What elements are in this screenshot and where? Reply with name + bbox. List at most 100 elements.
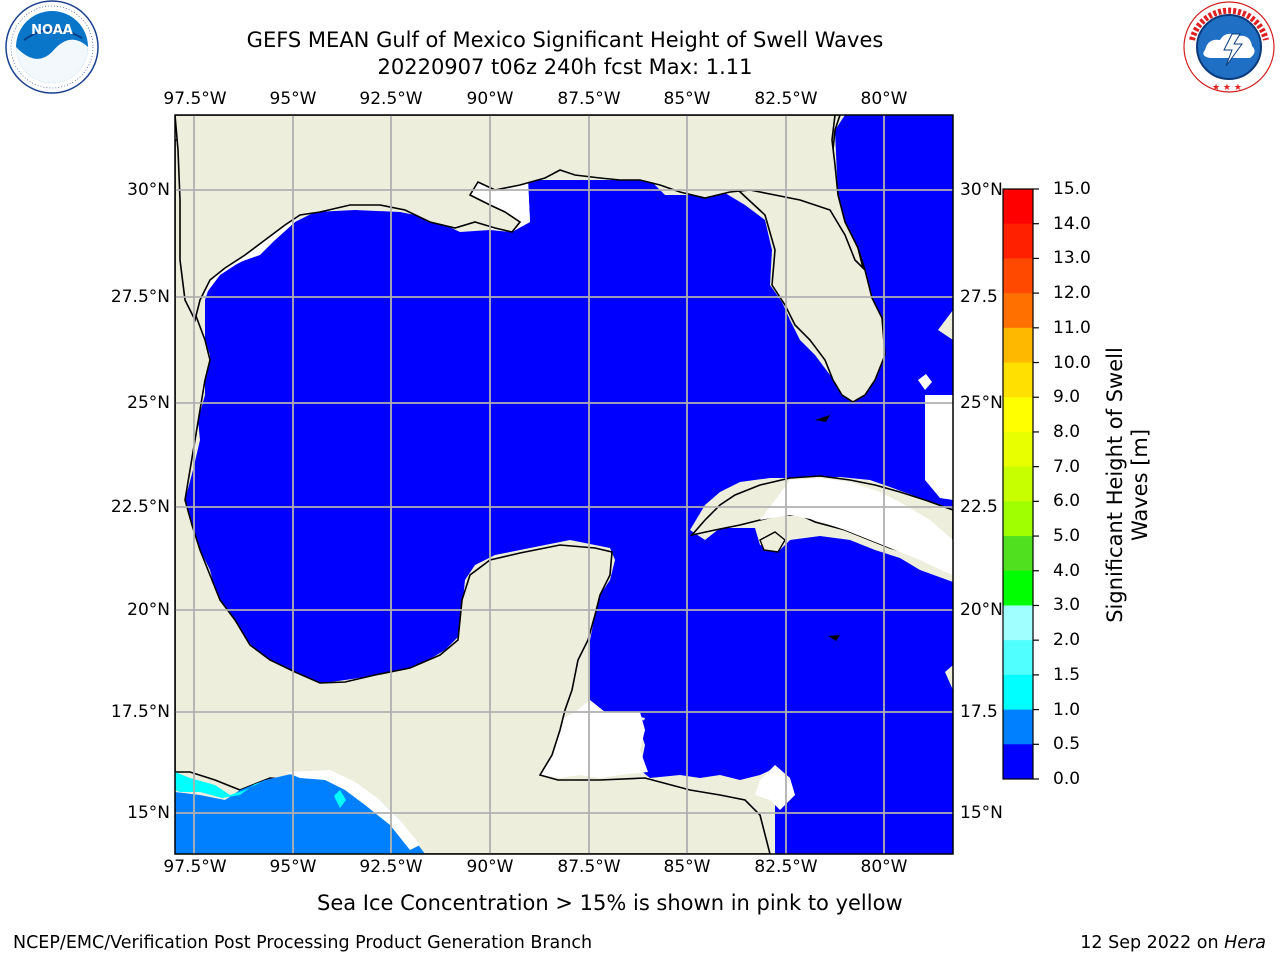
pacific-coast-white: [285, 770, 420, 850]
colorbar-label: Significant Height of Swell Waves [m]: [1103, 347, 1153, 623]
lat-label-left: 15°N: [127, 803, 170, 823]
lat-label-right: 27.5: [960, 287, 998, 307]
lat-label-right: 15°N: [960, 803, 1003, 823]
lon-label-bottom: 97.5°W: [163, 857, 227, 877]
lon-label-top: 82.5°W: [754, 89, 818, 109]
lon-label-top: 97.5°W: [163, 89, 227, 109]
colorbar-tick-label: 4.0: [1053, 560, 1081, 581]
footer-date-text: 12 Sep 2022 on: [1080, 933, 1225, 953]
lat-label-right: 30°N: [960, 180, 1003, 200]
colorbar-segment: [1003, 466, 1033, 502]
lon-label-bottom: 92.5°W: [359, 857, 423, 877]
colorbar-tick-label: 7.0: [1053, 456, 1081, 477]
colorbar-segment: [1003, 189, 1033, 225]
map-area: [175, 115, 953, 854]
lon-label-bottom: 90°W: [466, 857, 514, 877]
colorbar-segment: [1003, 501, 1033, 537]
colorbar-tick-label: 14.0: [1053, 213, 1091, 234]
colorbar-tick-label: 9.0: [1053, 387, 1081, 408]
lon-label-top: 90°W: [466, 89, 514, 109]
bahamas-island: [918, 374, 932, 390]
map-frame: [174, 114, 954, 855]
colorbar-label-line1: Significant Height of Swell: [1103, 347, 1127, 623]
lon-label-bottom: 82.5°W: [754, 857, 818, 877]
lat-label-left: 22.5°N: [110, 497, 170, 517]
caribbean-ocean: [640, 720, 675, 748]
colorbar-tick-label: 1.0: [1053, 699, 1081, 720]
colorbar-tick-label: 0.5: [1053, 734, 1081, 755]
gridlines: [175, 115, 953, 854]
lat-label-right: 25°N: [960, 393, 1003, 413]
lat-label-right: 22.5: [960, 497, 998, 517]
colorbar-segment: [1003, 293, 1033, 329]
us-gulf-coast-land: [175, 115, 865, 323]
colorbar-tick-label: 13.0: [1053, 248, 1091, 269]
nws-stars: ★ ★ ★: [1212, 83, 1242, 93]
colorbar-segment: [1003, 536, 1033, 572]
lon-label-bottom: 95°W: [269, 857, 317, 877]
chart-title: GEFS MEAN Gulf of Mexico Significant Hei…: [246, 28, 884, 52]
lon-label-top: 92.5°W: [359, 89, 423, 109]
chart-subtitle: 20220907 t06z 240h fcst Max: 1.11: [377, 55, 753, 79]
colorbar-label-line2: Waves [m]: [1128, 428, 1152, 542]
colorbar-segment: [1003, 431, 1033, 468]
colorbar-frame: [1002, 188, 1034, 780]
colorbar-tick-label: 10.0: [1053, 352, 1091, 373]
colorbar-segment: [1003, 605, 1033, 641]
footer-branch: NCEP/EMC/Verification Post Processing Pr…: [13, 933, 593, 953]
colorbar-tick-label: 1.5: [1053, 664, 1081, 685]
noaa-logo: NOAA: [5, 0, 99, 94]
nodata-tex: [195, 215, 300, 295]
colorbar-segment: [1003, 327, 1033, 364]
nodata-honduras: [755, 765, 795, 810]
sea-ice-note: Sea Ice Concentration > 15% is shown in …: [317, 891, 903, 915]
nodata-bahamas: [925, 395, 953, 500]
lon-label-bottom: 80°W: [860, 857, 908, 877]
colorbar-segment: [1003, 362, 1033, 398]
colorbar-segment: [1003, 397, 1033, 433]
lat-label-left: 17.5°N: [110, 702, 170, 722]
cayman-island: [828, 635, 840, 641]
gulf-ocean: [185, 115, 953, 854]
isla-juventud: [759, 531, 786, 553]
colorbar-tick-label: 0.0: [1053, 769, 1081, 789]
colorbar-segment: [1003, 640, 1033, 676]
colorbar-tick-label: 3.0: [1053, 595, 1081, 616]
noaa-logo-text: NOAA: [31, 23, 73, 38]
colorbar-tick-label: 5.0: [1053, 526, 1081, 547]
pacific-swell-1-0-b: [334, 790, 346, 808]
footer-date: 12 Sep 2022 on Hera: [1080, 933, 1266, 953]
lat-label-left: 27.5°N: [110, 287, 170, 307]
colorbar-tick-label: 6.0: [1053, 491, 1081, 512]
colorbar-tick-label: 8.0: [1053, 421, 1081, 442]
colorbar-segment: [1003, 258, 1033, 294]
nws-logo: ★ ★ ★: [1183, 1, 1275, 93]
lat-label-left: 25°N: [127, 393, 170, 413]
keys-island: [815, 415, 830, 422]
nodata-cuba-south: [760, 478, 953, 575]
lat-label-right: 17.5: [960, 702, 998, 722]
colorbar-tick-label: 12.0: [1053, 283, 1091, 304]
lat-label-right: 20°N: [960, 600, 1003, 620]
colorbar-segment: [1003, 674, 1033, 711]
footer-host: Hera: [1224, 933, 1266, 953]
colorbar-segment: [1003, 744, 1033, 780]
pacific-swell-1-0: [175, 772, 270, 798]
colorbar-segment: [1003, 570, 1033, 606]
lon-label-bottom: 85°W: [663, 857, 711, 877]
colorbar-tick-label: 2.0: [1053, 630, 1081, 651]
colorbar-tick-label: 11.0: [1053, 317, 1091, 338]
lon-label-top: 87.5°W: [557, 89, 621, 109]
lon-label-bottom: 87.5°W: [557, 857, 621, 877]
colorbar: [1003, 189, 1033, 780]
lon-label-top: 85°W: [663, 89, 711, 109]
lat-label-left: 30°N: [127, 180, 170, 200]
nodata-yucatan-east: [540, 700, 648, 778]
colorbar-segment: [1003, 709, 1033, 745]
colorbar-tick-label: 15.0: [1053, 179, 1091, 199]
lon-label-top: 80°W: [860, 89, 908, 109]
colorbar-ticks: [1033, 188, 1039, 780]
lon-label-top: 95°W: [269, 89, 317, 109]
lat-label-left: 20°N: [127, 600, 170, 620]
